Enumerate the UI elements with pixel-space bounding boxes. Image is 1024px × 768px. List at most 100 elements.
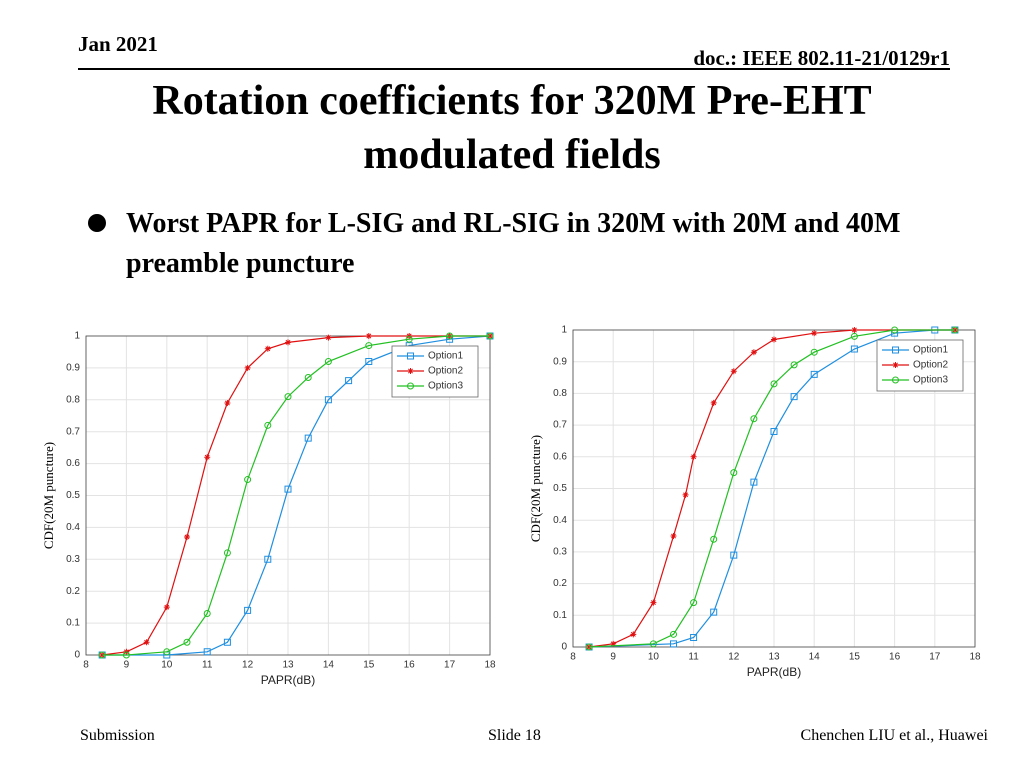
y-tick-label: 0.1 <box>553 610 567 621</box>
x-tick-label: 10 <box>161 660 173 671</box>
data-point <box>285 339 291 346</box>
data-point <box>630 631 637 638</box>
data-point <box>670 533 677 540</box>
y-tick-label: 0.2 <box>66 586 80 597</box>
data-point <box>223 549 231 557</box>
data-point <box>690 453 697 460</box>
x-tick-label: 11 <box>202 660 213 671</box>
data-point <box>203 610 211 617</box>
data-point <box>365 333 372 339</box>
data-point <box>951 326 959 334</box>
y-tick-label: 0.1 <box>66 618 80 629</box>
data-point <box>324 396 332 404</box>
legend-marker <box>892 346 899 354</box>
data-point <box>365 358 373 366</box>
data-point <box>710 399 717 406</box>
data-point <box>610 640 617 647</box>
data-point <box>203 648 211 656</box>
data-point <box>850 345 858 353</box>
data-point <box>650 599 657 606</box>
data-point <box>669 630 678 638</box>
data-point <box>649 640 657 648</box>
x-tick-label: 15 <box>849 652 861 663</box>
data-point <box>850 332 858 340</box>
data-point <box>585 643 593 651</box>
y-tick-label: 0 <box>74 650 80 661</box>
data-point <box>810 348 818 356</box>
data-point <box>244 606 252 614</box>
data-point <box>690 633 698 641</box>
legend-marker <box>407 368 414 374</box>
x-tick-label: 14 <box>809 652 821 663</box>
y-tick-label: 0.4 <box>553 515 567 526</box>
x-tick-label: 16 <box>404 660 416 671</box>
data-point <box>264 421 272 429</box>
data-point <box>851 327 858 333</box>
x-tick-label: 12 <box>728 652 740 663</box>
y-tick-label: 0.5 <box>66 490 80 501</box>
data-point <box>122 651 130 659</box>
bullet-dot <box>88 214 106 232</box>
y-tick-label: 0.4 <box>66 522 80 533</box>
data-point <box>405 335 413 343</box>
x-tick-label: 18 <box>484 660 496 671</box>
data-point <box>183 638 191 646</box>
data-point <box>790 393 798 401</box>
date: Jan 2021 <box>78 32 158 56</box>
y-tick-label: 0.3 <box>66 554 80 565</box>
data-point <box>771 336 777 343</box>
x-tick-label: 11 <box>688 652 699 663</box>
legend-label: Option2 <box>913 360 948 371</box>
x-tick-label: 17 <box>444 660 456 671</box>
data-point <box>98 651 106 659</box>
y-tick-label: 0.3 <box>553 547 567 558</box>
y-tick-label: 1 <box>561 325 567 336</box>
y-tick-label: 0.8 <box>66 394 80 405</box>
x-tick-label: 14 <box>323 660 335 671</box>
x-axis-label: PAPR(dB) <box>747 665 801 679</box>
data-point <box>244 364 251 371</box>
legend-label: Option2 <box>428 366 463 377</box>
x-tick-label: 18 <box>969 652 981 663</box>
legend-marker <box>406 382 415 390</box>
data-point <box>690 599 698 607</box>
series-line <box>589 329 955 648</box>
data-point <box>304 434 312 442</box>
y-tick-label: 0.6 <box>66 458 80 469</box>
x-tick-label: 9 <box>124 660 130 671</box>
y-tick-label: 0.2 <box>553 578 567 589</box>
data-point <box>304 374 312 381</box>
y-tick-label: 0.7 <box>66 426 80 437</box>
data-point <box>143 639 150 646</box>
data-point <box>284 485 292 493</box>
x-tick-label: 12 <box>242 660 254 671</box>
data-point <box>750 349 757 356</box>
y-axis-label: CDF(20M puncture) <box>41 442 56 549</box>
data-point <box>345 377 353 385</box>
footer-left: Submission <box>80 727 155 744</box>
header-rule <box>78 68 950 70</box>
axes-box <box>572 329 976 648</box>
data-point <box>682 491 689 498</box>
y-tick-label: 0.8 <box>553 388 567 399</box>
bullet-text: Worst PAPR for L-SIG and RL-SIG in 320M … <box>126 208 901 279</box>
legend-label: Option1 <box>913 345 948 356</box>
data-point <box>223 638 231 646</box>
data-point <box>264 345 271 352</box>
data-point <box>730 469 738 477</box>
x-axis-label: PAPR(dB) <box>261 673 315 687</box>
y-tick-label: 0.9 <box>553 356 567 367</box>
footer-center: Slide 18 <box>488 727 541 744</box>
axes-box <box>85 335 491 656</box>
data-point <box>770 427 778 435</box>
x-tick-label: 9 <box>610 652 616 663</box>
data-point <box>446 332 454 340</box>
y-axis-label: CDF(20M puncture) <box>528 435 543 542</box>
data-point <box>750 415 758 423</box>
x-tick-label: 15 <box>363 660 375 671</box>
data-point <box>224 399 231 406</box>
data-point <box>891 326 899 334</box>
data-point <box>324 358 332 365</box>
data-point <box>163 648 171 656</box>
legend-marker <box>891 376 900 384</box>
